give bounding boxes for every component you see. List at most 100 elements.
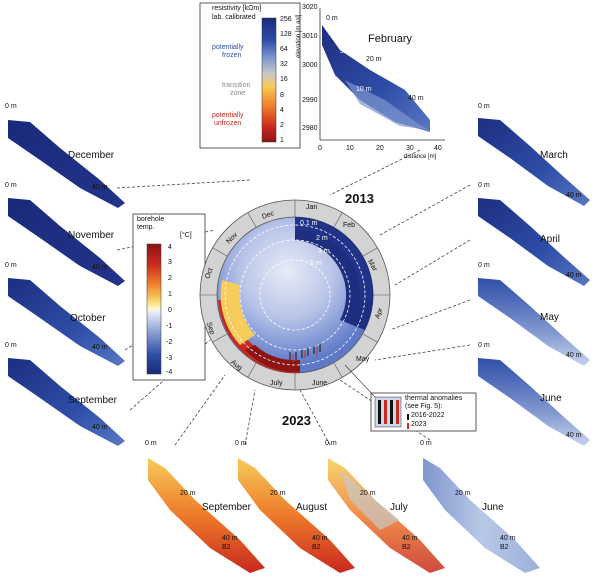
legend-tick: 128 [280, 31, 292, 38]
frozen-label-1: potentially [212, 44, 244, 51]
dist-label: 0 m [5, 262, 17, 269]
dist-label: 40 m [500, 535, 516, 542]
dist-label: 20 m [180, 490, 196, 497]
dist-label: 40 m [566, 192, 582, 199]
dist-label: 0 m [5, 103, 17, 110]
dist-label: 0 m [235, 440, 247, 447]
dist-label: 40 m [222, 535, 238, 542]
inset-xtick: 30 [406, 145, 414, 152]
dist-label: 40 m [312, 535, 328, 542]
dist-label: 40 m [92, 264, 108, 271]
panel-title-september-left: September [68, 395, 117, 406]
panel-december [8, 120, 125, 208]
legend-tick: 32 [280, 61, 288, 68]
dist-label: 40 m [566, 352, 582, 359]
inset-ytick: 3000 [302, 62, 318, 69]
panel-april [478, 198, 590, 286]
inset-marker: 20 m [366, 56, 382, 63]
legend-tick: 16 [280, 76, 288, 83]
panel-september-bottom [148, 458, 265, 573]
thermal-title-2: (see Fig. 5): [405, 403, 443, 410]
legend-tick: 8 [280, 92, 284, 99]
panel-october [8, 278, 125, 366]
panel-title-august: August [296, 502, 328, 513]
panel-march [478, 118, 590, 206]
temp-tick: 4 [168, 244, 172, 251]
dist-label: 0 m [325, 440, 337, 447]
panel-september-left [8, 358, 125, 446]
inset-marker: 0 m [326, 15, 338, 22]
dist-label: 0 m [478, 182, 490, 189]
month-jan: Jan [306, 204, 318, 211]
inset-xtick: 0 [318, 145, 322, 152]
panel-title-march: March [540, 150, 568, 161]
panel-may [478, 278, 590, 366]
legend-title: resistivity [kΩm] [212, 5, 262, 12]
borehole-legend-unit: [°C] [180, 232, 192, 239]
temp-tick: -2 [166, 339, 173, 346]
thermal-item-2023: 2023 [411, 421, 427, 428]
borehole-legend-title-1: borehole [137, 216, 165, 223]
dist-label: 40 m [92, 424, 108, 431]
legend-tick: 256 [280, 16, 292, 23]
dist-label: 20 m [360, 490, 376, 497]
borehole-label: B2 [222, 544, 231, 551]
depth-label: 5 m [310, 260, 322, 267]
year-top: 2013 [345, 191, 374, 206]
inset-marker: 40 m [408, 95, 424, 102]
unfrozen-label-2: unfrozen [214, 120, 242, 127]
inset-ytick: 3020 [302, 4, 318, 11]
panel-title-april: April [540, 234, 561, 245]
panel-title-june-bottom: June [482, 502, 504, 513]
panel-title-july: July [390, 502, 408, 513]
inset-ytick: 2980 [302, 125, 318, 132]
panel-title-june-right: June [540, 393, 562, 404]
dist-label: 40 m [566, 272, 582, 279]
temp-tick: -3 [166, 355, 173, 362]
resistivity-legend [199, 2, 301, 149]
inset-marker: 5 m [340, 48, 352, 55]
legend-tick: 2 [280, 122, 284, 129]
unfrozen-label-1: potentially [212, 112, 244, 119]
borehole-legend-title-2: temp. [137, 224, 155, 231]
inset-title: February [368, 33, 413, 45]
dist-label: 40 m [92, 184, 108, 191]
panel-title-may: May [540, 312, 559, 323]
legend-tick: 1 [280, 137, 284, 144]
borehole-label: B2 [312, 544, 321, 551]
temp-tick: -4 [166, 369, 173, 376]
panel-july [328, 458, 445, 573]
panel-title-october: October [70, 313, 106, 324]
panel-june-bottom [423, 458, 540, 573]
inset-xtick: 40 [434, 145, 442, 152]
year-bottom: 2023 [282, 413, 311, 428]
dist-label: 0 m [478, 103, 490, 110]
inset-marker: 10 m [356, 86, 372, 93]
thermal-title-1: thermal anomalies [405, 395, 463, 402]
temp-tick: 1 [168, 291, 172, 298]
depth-label: 3 m [318, 248, 330, 255]
dist-label: 0 m [145, 440, 157, 447]
borehole-label: B2 [402, 544, 411, 551]
inset-ytick: 2990 [302, 97, 318, 104]
panel-title-december: December [68, 150, 115, 161]
borehole-temperature-legend [132, 213, 206, 381]
clock-diagram [199, 199, 391, 391]
legend-tick: 64 [280, 46, 288, 53]
month-feb: Feb [343, 222, 356, 229]
depth-label: 2 m [316, 235, 328, 242]
panel-title-september-bottom: September [202, 502, 251, 513]
inset-xlabel: distance [m] [404, 154, 437, 160]
frozen-label-2: frozen [222, 52, 242, 59]
depth-label: 0.1 m [300, 220, 318, 227]
thermal-anomalies-legend [344, 364, 477, 432]
temp-tick: 2 [168, 275, 172, 282]
dist-label: 20 m [455, 490, 471, 497]
february-inset-plot [319, 8, 445, 141]
inset-xtick: 10 [346, 145, 354, 152]
month-june: June [312, 380, 328, 387]
transition-label-1: transition [222, 82, 251, 89]
temp-tick: 3 [168, 259, 172, 266]
panel-august [238, 458, 355, 573]
